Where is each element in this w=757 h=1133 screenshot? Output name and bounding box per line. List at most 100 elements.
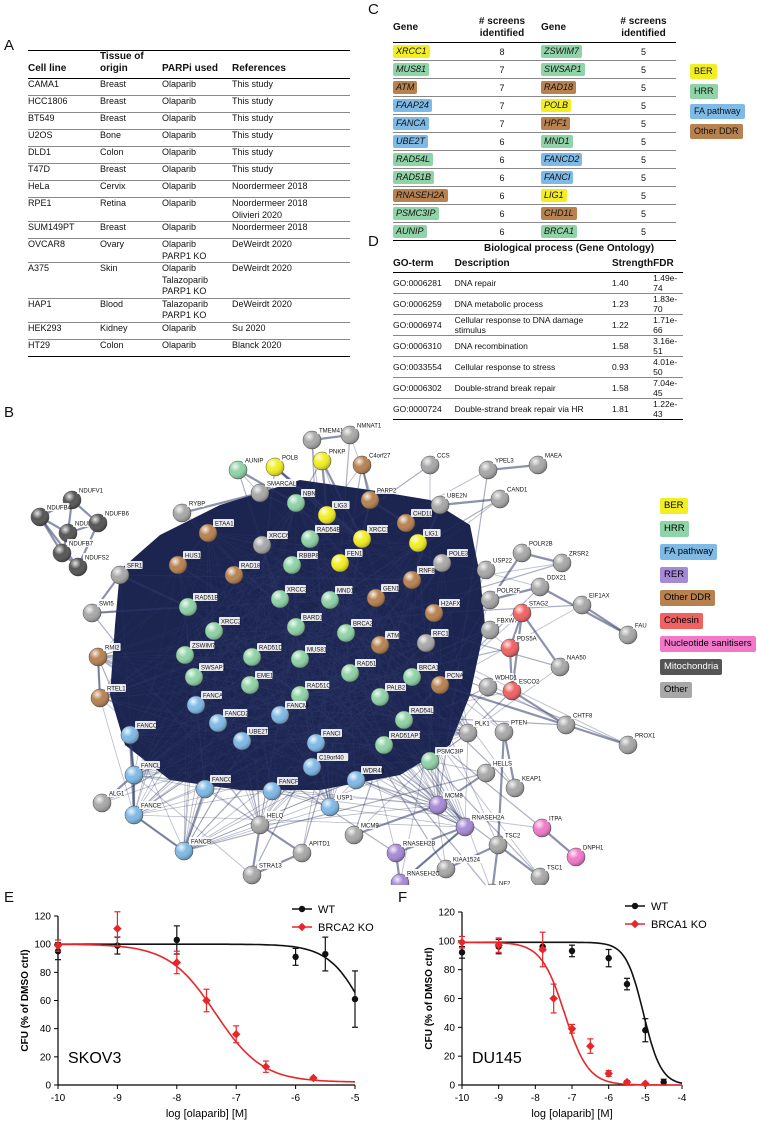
node-label-bg (285, 585, 306, 593)
node-sphere-shine (387, 844, 405, 862)
network-edge (177, 564, 351, 674)
network-edge (133, 760, 431, 776)
network-edge (213, 630, 313, 768)
network-node: NBN (286, 489, 316, 513)
network-edge (133, 656, 253, 776)
table-cell: Olaparib PARP1 KO (162, 239, 207, 261)
node-label-bg (447, 549, 468, 557)
node-label-bg (83, 553, 108, 561)
legend-item: Other (660, 682, 692, 698)
network-edge (295, 502, 505, 733)
node-sphere-shine (456, 818, 474, 836)
network-edge (295, 626, 447, 870)
table-cell: 3.16e-51 (653, 336, 678, 356)
table-cell: 1.23 (612, 299, 629, 309)
table-cell: 6 (499, 226, 505, 237)
node-sphere-shine (557, 716, 575, 734)
network-edge (429, 760, 487, 774)
network-edge (195, 704, 206, 790)
x-tick-label: -8 (172, 1093, 181, 1104)
node-sphere-shine (347, 771, 365, 789)
node-sphere-shine (53, 544, 71, 562)
table-cell: Olaparib (162, 181, 197, 191)
network-edge (439, 599, 491, 686)
node-sphere-shine (291, 686, 309, 704)
table-row: BT549 Breast Olaparib This study (28, 113, 350, 130)
network-edge (213, 630, 317, 744)
network-edge (233, 574, 466, 828)
node-label: POLE3 (449, 552, 469, 558)
network-edge (315, 464, 363, 744)
node-label-bg (183, 551, 201, 559)
node-label-bg (223, 709, 248, 717)
network-node: PNKP (312, 447, 345, 471)
network-edge (279, 538, 363, 716)
network-edge (213, 630, 441, 686)
node-label-bg (257, 643, 282, 651)
node-label: NDUFV1 (79, 489, 104, 495)
x-tick-label: -4 (678, 1093, 687, 1104)
network-edge (91, 605, 189, 615)
network-edge (99, 697, 219, 724)
table-cell: Olaparib (162, 96, 197, 106)
legend-item: HRR (690, 84, 718, 99)
node-label: PARP2 (377, 489, 397, 495)
marker (623, 980, 631, 988)
node-label-bg (411, 509, 432, 517)
network-edge (355, 579, 413, 781)
network-edge (233, 574, 413, 581)
table-cell: ATM (393, 79, 463, 97)
node-label-bg (543, 451, 561, 459)
network-edge (349, 597, 377, 674)
go-col-header: FDR (653, 258, 674, 269)
table-cell: 1.83e-70 (653, 294, 678, 314)
y-tick-label: 80 (444, 965, 456, 976)
node-label: KIAA1524 (453, 858, 481, 864)
table-cell: This study (232, 113, 274, 123)
network-edge (217, 722, 261, 826)
gene-name: MND1 (541, 135, 573, 148)
node-label: RAD51D (259, 646, 283, 652)
node-sphere-shine (196, 780, 214, 798)
network-node: CHD1L (396, 509, 433, 533)
table-cell: HAP1 (28, 298, 52, 309)
panel-label-b: B (4, 404, 15, 421)
network-edge (133, 814, 185, 852)
table-cell: DeWeirdt 2020 (232, 239, 292, 249)
network-edge (361, 538, 435, 614)
network-edge (241, 732, 469, 742)
network-edge (213, 630, 281, 716)
x-axis-label: log [olaparib] [M] (166, 1108, 247, 1120)
network-edge (187, 579, 413, 608)
network-edge (345, 632, 405, 721)
node-sphere-shine (503, 682, 521, 700)
table-cell: 5 (640, 82, 646, 93)
node-sphere-shine (321, 798, 339, 816)
network-node: RNASEH2C (390, 869, 440, 885)
table-cell: Olaparib (162, 130, 197, 140)
network-edge (496, 731, 506, 846)
table-cell: Breast (100, 164, 127, 174)
table-cell: 4.01e-50 (653, 357, 678, 377)
table-cell: Double-strand break repair (454, 383, 556, 393)
network-edge (99, 642, 427, 699)
table-cell: FANCA (393, 115, 463, 133)
data-point (309, 1073, 318, 1083)
network-edge (271, 642, 427, 792)
node-sphere-shine (233, 732, 251, 750)
data-point (173, 925, 180, 955)
marker (549, 994, 558, 1003)
node-label-bg (505, 485, 526, 493)
network-edge (259, 642, 427, 826)
table-cell: Cellular response to stress (454, 362, 556, 372)
data-point (641, 1079, 650, 1088)
network-edge (339, 562, 381, 698)
node-sphere-shine (367, 589, 385, 607)
node-label-bg (327, 447, 345, 455)
table-cell: CHD1L (541, 205, 611, 223)
network-edge (291, 564, 435, 614)
network-edge (187, 606, 297, 628)
network-node: RAD18 (224, 561, 261, 585)
table-row: CAMA1 Breast Olaparib This study (28, 79, 350, 96)
node-label: XRCC3 (287, 588, 308, 594)
